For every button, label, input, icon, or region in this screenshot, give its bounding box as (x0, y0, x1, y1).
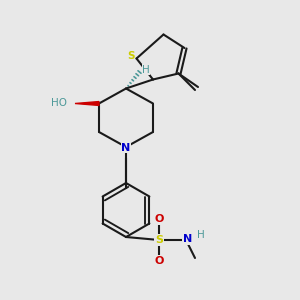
Text: N: N (122, 142, 130, 153)
Text: H: H (142, 64, 150, 75)
Text: HO: HO (51, 98, 67, 108)
Text: O: O (154, 256, 164, 266)
Text: S: S (127, 51, 135, 61)
Text: H: H (196, 230, 204, 240)
Text: N: N (183, 234, 192, 244)
Polygon shape (75, 101, 99, 106)
Text: S: S (155, 235, 163, 245)
Text: O: O (154, 214, 164, 224)
